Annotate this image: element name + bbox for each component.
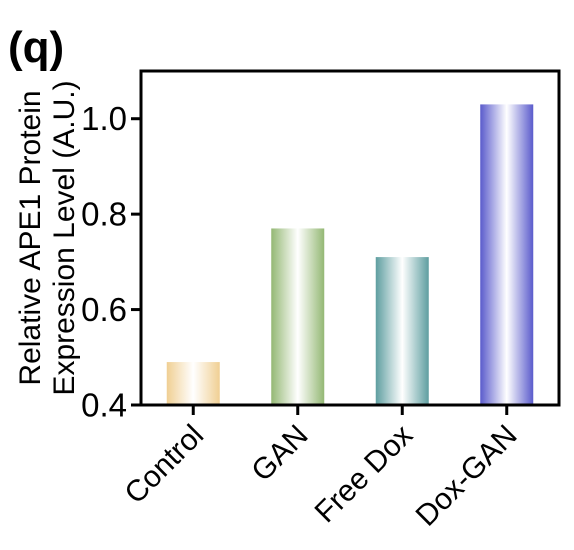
bar-gan [271,228,325,405]
y-axis-title-line-2: Expression Level (A.U.) [48,80,81,395]
y-tick-label: 0.8 [81,196,127,233]
x-tick-label: Free Dox [309,419,420,530]
x-tick-label: Dox-GAN [410,419,524,533]
bar-free-dox [375,257,429,405]
bar-dox-gan [480,104,534,406]
x-tick-label: GAN [245,419,314,488]
panel-label: (q) [8,23,64,72]
y-axis-title-line-1: Relative APE1 Protein [14,90,47,385]
y-tick-label: 1.0 [81,100,127,137]
bar-control [166,362,220,405]
y-tick-label: 0.6 [81,291,127,328]
y-axis: 0.4 0.6 0.8 1.0 [81,100,141,424]
plot-frame [139,69,561,407]
y-axis-title: Relative APE1 Protein Expression Level (… [14,80,81,395]
y-tick-label: 0.4 [81,387,127,424]
x-tick-label: Control [118,419,210,511]
bars-group [166,104,534,406]
